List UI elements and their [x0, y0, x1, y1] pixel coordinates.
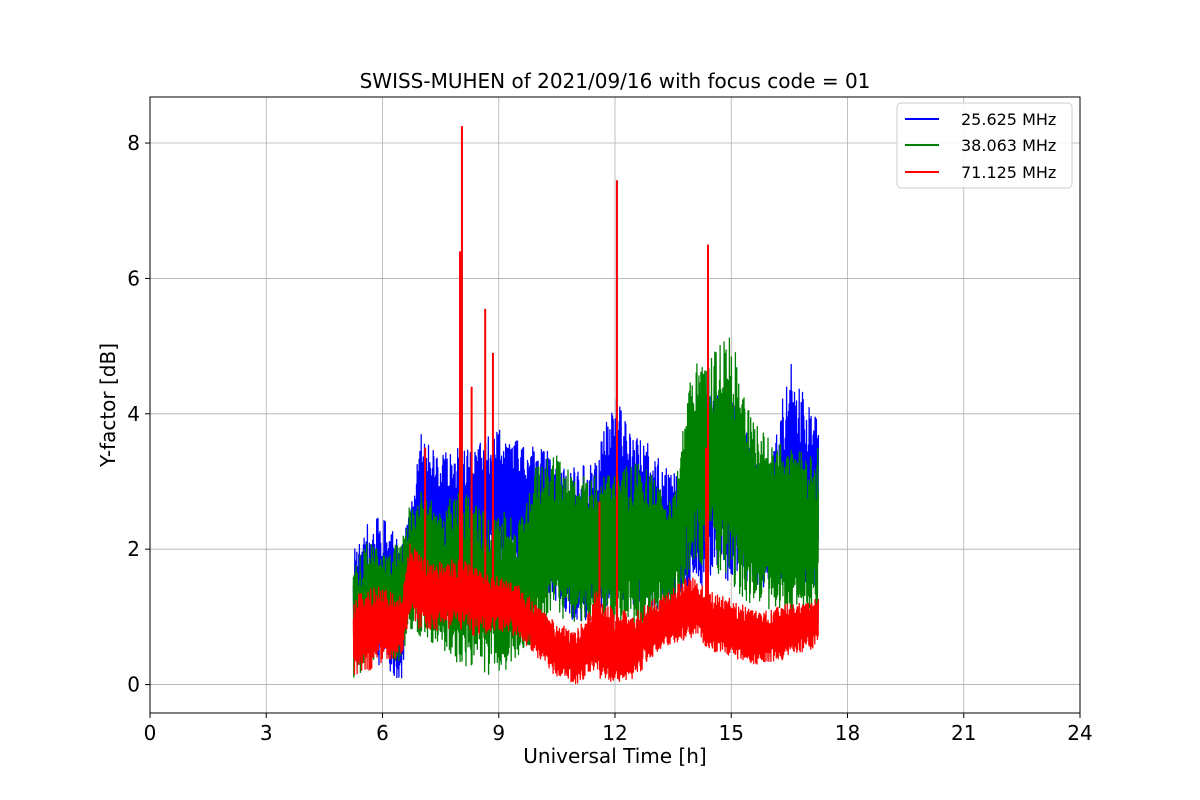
y-tick-label: 2	[127, 537, 140, 561]
x-tick-label: 3	[260, 721, 273, 745]
x-axis-label: Universal Time [h]	[523, 744, 706, 768]
x-tick-label: 24	[1067, 721, 1092, 745]
x-tick-label: 15	[719, 721, 744, 745]
legend-label-38mhz: 38.063 MHz	[961, 136, 1056, 155]
legend: 25.625 MHz 38.063 MHz 71.125 MHz	[896, 102, 1073, 189]
x-tick-label: 12	[602, 721, 627, 745]
legend-box	[896, 102, 1073, 189]
data-series	[352, 126, 820, 685]
y-axis-label: Y-factor [dB]	[96, 343, 120, 468]
x-tick-label: 0	[144, 721, 157, 745]
chart-title: SWISS-MUHEN of 2021/09/16 with focus cod…	[360, 69, 871, 93]
series-71mhz-trace	[352, 543, 820, 685]
legend-label-25mhz: 25.625 MHz	[961, 110, 1056, 129]
x-tick-label: 6	[376, 721, 389, 745]
y-tick-label: 4	[127, 402, 140, 426]
x-tick-label: 18	[835, 721, 860, 745]
x-tick-label: 21	[951, 721, 976, 745]
legend-label-71mhz: 71.125 MHz	[961, 163, 1056, 182]
y-tick-label: 0	[127, 673, 140, 697]
x-tick-label: 9	[492, 721, 505, 745]
y-tick-label: 6	[127, 266, 140, 290]
y-tick-label: 8	[127, 131, 140, 155]
